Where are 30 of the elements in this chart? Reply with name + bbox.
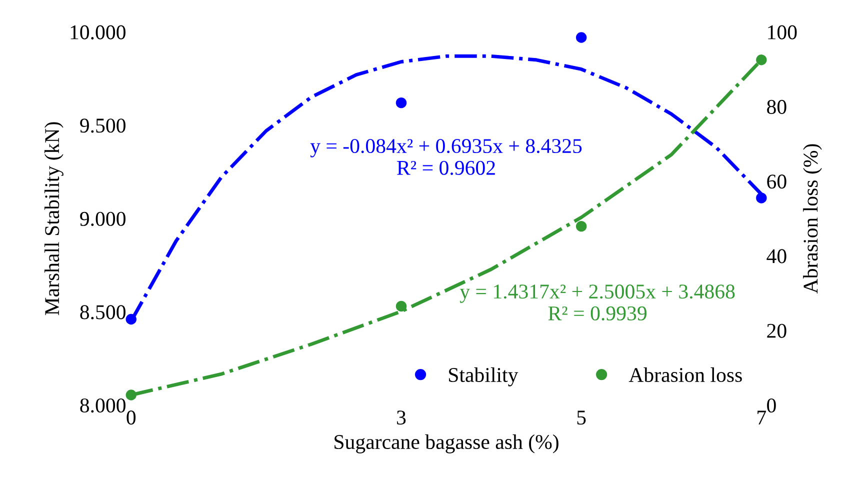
point [756, 54, 767, 66]
y-tick-label: 8.000 [80, 398, 126, 413]
point [396, 97, 407, 108]
y-tick-label: 10.000 [70, 25, 126, 40]
point [396, 300, 407, 312]
point [126, 314, 136, 325]
y2-tick-label: 80 [767, 100, 786, 114]
point [576, 32, 587, 43]
y-tick-label: 8.500 [80, 305, 126, 320]
y-axis-title: Marshall Stability (kN) [44, 122, 64, 316]
x-tick-label: 3 [397, 410, 406, 425]
x-tick-label: 5 [577, 410, 586, 425]
y2-tick-label: 60 [767, 174, 786, 189]
point [576, 220, 587, 232]
annotation: y = -0.084x² + 0.6935x + 8.4325 R² = 0.9602 [310, 138, 582, 175]
y2-tick-label: 20 [767, 324, 786, 338]
x-tick-label: 0 [126, 410, 136, 425]
y-tick-label: 9.000 [80, 212, 126, 226]
legend-label: Stability [449, 367, 518, 386]
y2-axis-title: Abrasion loss (%) [803, 144, 822, 294]
y-tick-label: 9.500 [80, 118, 126, 133]
y2-tick-label: 40 [766, 249, 786, 264]
y2-tick-label: 100 [768, 25, 797, 40]
x-axis-title: Sugarcane bagasse ash (%) [334, 434, 558, 454]
annotation: y = 1.4317x² + 2.5005x + 3.4868 R² = 0.9939 [460, 284, 735, 321]
x-tick-label: 7 [758, 410, 766, 424]
point [756, 192, 767, 204]
y2-tick-label: 0 [767, 398, 776, 413]
legend-label: Abrasion loss [628, 367, 742, 382]
point [126, 390, 136, 400]
